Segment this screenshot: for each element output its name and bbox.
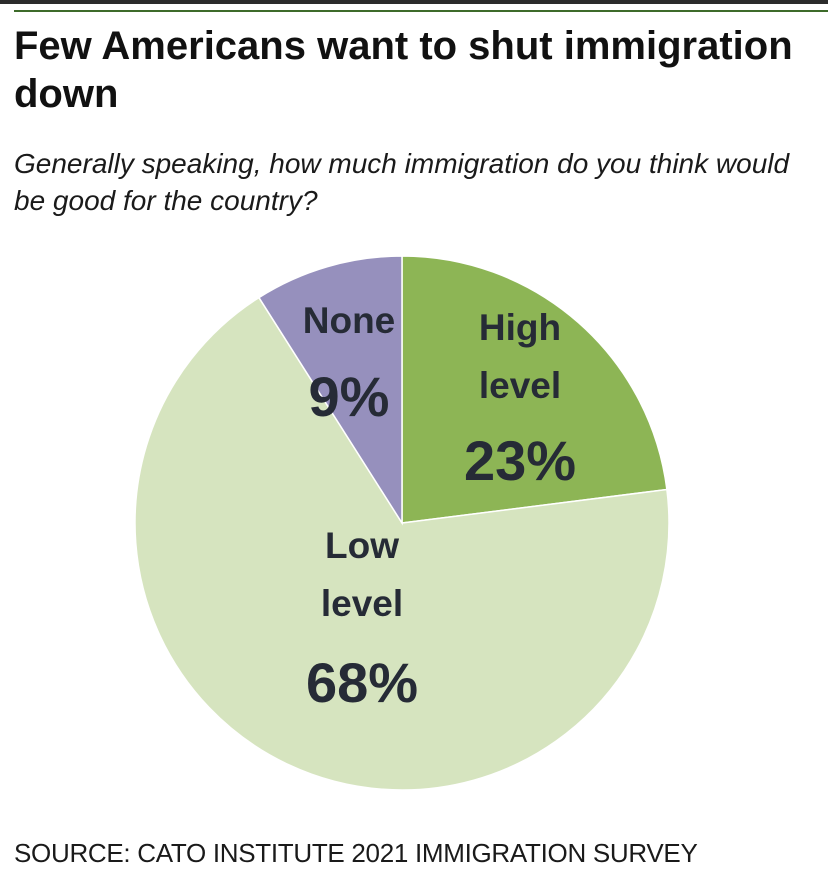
pie-chart: High level 23% Low level 68% None 9% xyxy=(134,255,670,791)
slice-value-high-level: 23% xyxy=(464,429,576,492)
pie-slice-none xyxy=(257,255,403,526)
pie-slice-low-level xyxy=(134,296,670,791)
source-note: SOURCE: CATO INSTITUTE 2021 IMMIGRATION … xyxy=(14,838,698,868)
chart-title: Few Americans want to shut immigration d… xyxy=(14,24,793,116)
slice-label-low-level-line-1: Low xyxy=(325,525,399,566)
chart-subtitle: Generally speaking, how much immigration… xyxy=(14,148,790,216)
slice-value-none: 9% xyxy=(309,365,390,428)
slice-label-high-level-line-2: level xyxy=(479,365,561,406)
slice-label-low-level-line-2: level xyxy=(321,583,403,624)
accent-rule xyxy=(14,10,828,12)
pie-slice-high-level xyxy=(401,255,668,524)
top-rule xyxy=(0,0,828,4)
slice-value-low-level: 68% xyxy=(306,651,418,714)
slice-label-high-level-line-1: High xyxy=(479,307,561,348)
slice-label-none-line-1: None xyxy=(303,300,396,341)
